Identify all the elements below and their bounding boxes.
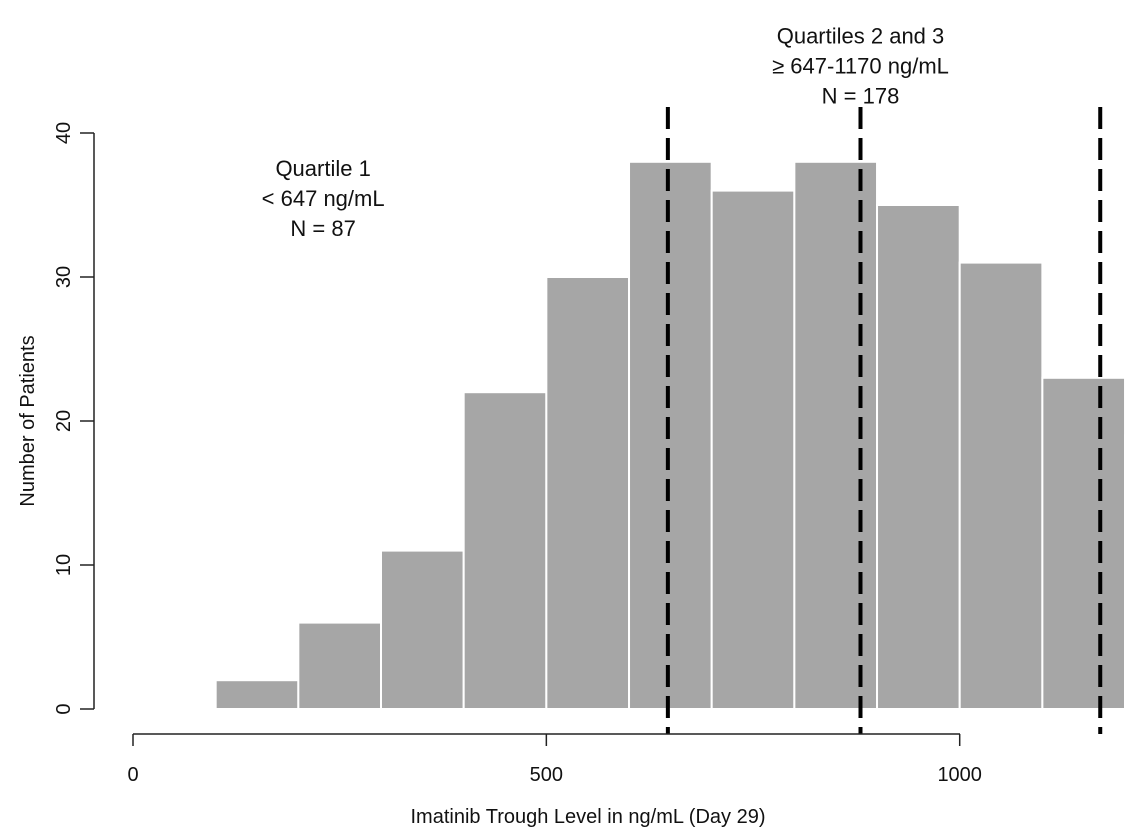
histogram-bar [214,679,300,711]
x-axis: 0500100015002000 [127,733,982,786]
y-tick-label: 10 [53,554,75,576]
y-tick-label: 40 [53,122,75,144]
y-tick-label: 20 [53,410,75,432]
y-tick-label: 30 [53,266,75,288]
y-axis: 0 10 20 30 40 [53,122,95,715]
histogram-bar [297,621,383,710]
annotation-line-q23: Quartiles 2 and 3 [777,24,945,49]
histogram-bars [214,160,1126,711]
x-tick-label: 500 [530,764,563,786]
histogram-bar [545,276,631,710]
annotation-line-q23: N = 178 [822,84,900,109]
histogram-bar [710,189,796,711]
histogram-bar [628,160,713,711]
histogram-bar [958,261,1044,710]
histogram-bar [380,549,465,710]
x-tick-label: 1000 [937,764,982,786]
annotation-line-q1: Quartile 1 [275,156,370,181]
histogram-bar [793,160,879,711]
histogram-bar [1041,376,1126,710]
annotations: Quartile 1 < 647 ng/mL N = 87 Quartiles 2 a… [262,24,949,241]
y-tick-label: 0 [53,703,75,714]
y-axis-label: Number of Patients [17,335,39,506]
x-axis-label: Imatinib Trough Level in ng/mL (Day 29) [411,806,766,828]
quartile-reference-lines [665,107,1103,734]
x-tick-label: 0 [127,764,138,786]
histogram-bar [462,391,548,710]
histogram-bar [876,204,961,710]
annotation-line-q1: < 647 ng/mL [262,186,385,211]
annotation-line-q1: N = 87 [290,216,355,241]
annotation-line-q23: ≥ 647-1170 ng/mL [772,54,949,79]
